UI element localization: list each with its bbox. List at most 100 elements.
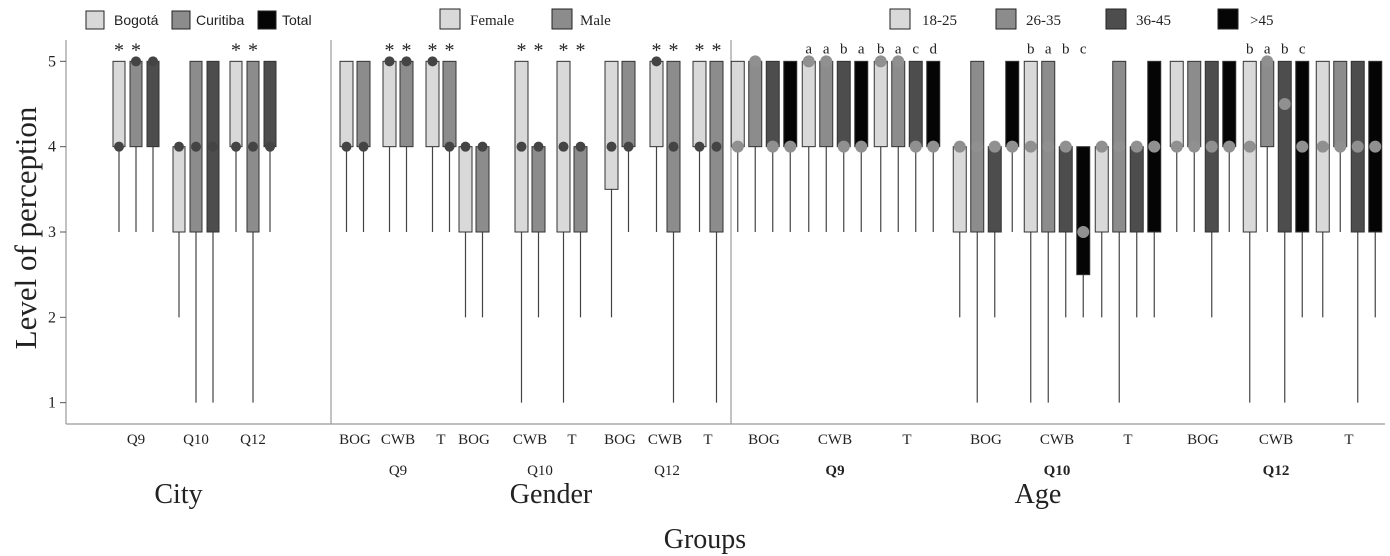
- box: [442, 60, 457, 148]
- significance-mark: *: [669, 39, 679, 61]
- box: [748, 60, 763, 148]
- significance-mark: c: [1299, 41, 1306, 57]
- box: [1277, 60, 1292, 233]
- box: [926, 60, 941, 148]
- median-point: [651, 56, 662, 67]
- legend-label: Male: [580, 13, 611, 29]
- supergroup-label: Q9: [389, 463, 407, 479]
- legend-swatch: [1217, 8, 1239, 30]
- legend-label: Bogotá: [114, 12, 159, 28]
- median-point: [191, 141, 201, 152]
- supergroup-label: Q12: [654, 463, 680, 479]
- legend-label: Curitiba: [196, 12, 244, 28]
- y-tick-label: 2: [48, 309, 56, 326]
- legend-swatch: [995, 8, 1017, 30]
- y-tick-label: 5: [48, 53, 56, 70]
- box: [604, 60, 619, 190]
- median-point: [460, 141, 471, 152]
- legend-swatch: [257, 10, 277, 30]
- median-point: [265, 141, 275, 152]
- box: [382, 60, 397, 148]
- significance-mark: *: [534, 39, 544, 61]
- median-point: [971, 140, 984, 153]
- box: [1058, 146, 1073, 233]
- box: [172, 146, 186, 233]
- box: [425, 60, 440, 148]
- significance-mark: *: [517, 39, 527, 61]
- box: [112, 60, 126, 148]
- legend-swatch: [551, 8, 573, 30]
- median-point: [988, 140, 1001, 153]
- legend-label: Total: [282, 12, 312, 28]
- significance-mark: c: [1080, 41, 1087, 57]
- median-point: [114, 141, 124, 152]
- significance-mark: *: [559, 39, 569, 61]
- box: [1076, 146, 1091, 276]
- legend-swatch: [439, 8, 461, 30]
- box: [908, 60, 923, 148]
- y-tick-label: 1: [48, 395, 56, 412]
- median-point: [401, 56, 412, 67]
- box: [1260, 60, 1275, 148]
- group-label: CWB: [818, 432, 852, 448]
- median-point: [927, 140, 940, 153]
- significance-mark: *: [114, 39, 124, 61]
- median-point: [1278, 98, 1291, 110]
- legend-swatch: [85, 10, 105, 30]
- group-label: BOG: [458, 432, 490, 448]
- median-point: [148, 56, 158, 67]
- median-point: [1095, 140, 1108, 153]
- median-point: [1369, 140, 1382, 153]
- median-point: [427, 56, 438, 67]
- median-point: [909, 140, 922, 153]
- significance-mark: *: [402, 39, 412, 61]
- legend-label: 18-25: [922, 13, 957, 29]
- median-point: [874, 55, 887, 68]
- significance-mark: *: [652, 39, 662, 61]
- box: [129, 60, 143, 148]
- median-point: [1205, 140, 1218, 153]
- median-point: [855, 140, 868, 153]
- box: [1222, 60, 1237, 148]
- median-point: [623, 141, 634, 152]
- panel-title: Gender: [510, 479, 593, 510]
- median-point: [953, 140, 966, 153]
- median-point: [1006, 140, 1019, 153]
- median-point: [802, 55, 815, 68]
- group-label: CWB: [513, 432, 547, 448]
- box: [783, 60, 798, 148]
- median-point: [711, 141, 722, 152]
- significance-mark: *: [428, 39, 438, 61]
- box: [458, 146, 473, 233]
- box: [819, 60, 834, 148]
- box: [854, 60, 869, 148]
- box: [891, 60, 906, 148]
- significance-mark: b: [1062, 41, 1070, 57]
- median-point: [606, 141, 617, 152]
- box: [229, 60, 243, 148]
- median-point: [384, 56, 395, 67]
- significance-mark: b: [1246, 41, 1254, 57]
- legend-label: 26-35: [1026, 13, 1061, 29]
- significance-mark: *: [231, 39, 241, 61]
- legend-swatch: [171, 10, 191, 30]
- box: [730, 60, 745, 148]
- box: [1187, 60, 1202, 148]
- significance-mark: d: [930, 41, 938, 57]
- group-label: T: [703, 432, 712, 448]
- box: [399, 60, 414, 148]
- legend-swatch: [1105, 8, 1127, 30]
- significance-mark: b: [1281, 41, 1289, 57]
- median-point: [749, 55, 762, 68]
- median-point: [1130, 140, 1143, 153]
- group-label: BOG: [1187, 432, 1219, 448]
- significance-mark: a: [805, 41, 812, 57]
- box: [1129, 146, 1144, 233]
- panel-title: City: [154, 479, 202, 510]
- significance-mark: *: [248, 39, 258, 61]
- median-point: [575, 141, 586, 152]
- median-point: [694, 141, 705, 152]
- group-label: BOG: [970, 432, 1002, 448]
- significance-mark: b: [877, 41, 885, 57]
